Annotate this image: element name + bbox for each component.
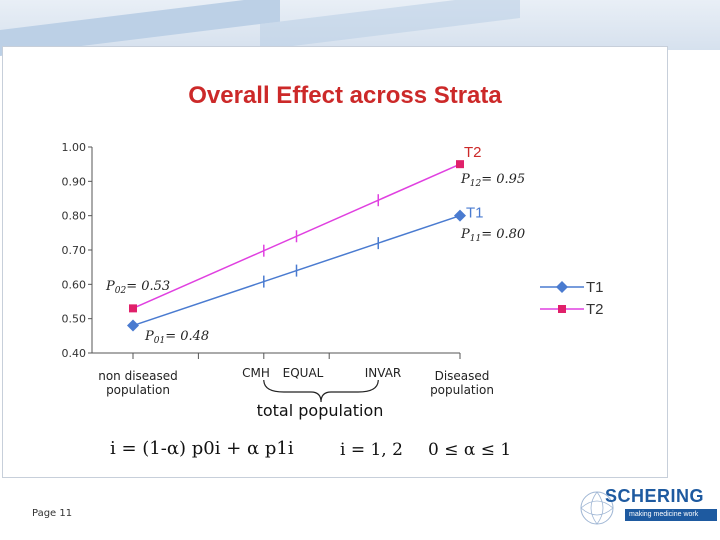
category-label-cmh: CMH <box>242 366 270 380</box>
series-end-label-t1: T1 <box>466 205 484 222</box>
data-point-t2 <box>129 304 137 313</box>
annotation-p01: P01= 0.48 <box>144 329 209 346</box>
schering-logo: SCHERING making medicine work <box>580 486 717 532</box>
chart-title: Overall Effect across Strata <box>188 82 502 109</box>
legend-swatch-t2 <box>540 305 584 313</box>
data-point-t2 <box>456 160 464 169</box>
legend: T1 T2 <box>540 276 604 320</box>
globe-mesh-icon <box>580 491 614 525</box>
legend-label-t1: T1 <box>586 278 604 296</box>
y-tick-label: 0.60 <box>62 278 87 291</box>
y-tick-label: 1.00 <box>62 141 87 154</box>
category-label-equal: EQUAL <box>282 366 324 380</box>
formula-index: i = 1, 2 <box>340 440 403 460</box>
category-brace <box>263 379 379 403</box>
category-label-diseased: Diseased population <box>430 369 494 397</box>
legend-swatch-t1 <box>540 281 584 293</box>
y-tick-label: 0.80 <box>62 210 87 223</box>
legend-item-t2: T2 <box>540 298 604 320</box>
legend-label-t2: T2 <box>586 300 604 318</box>
slide-frame <box>2 46 668 478</box>
y-tick-label: 0.40 <box>62 347 87 360</box>
annotation-p11: P11= 0.80 <box>460 227 525 244</box>
formula-range: 0 ≤ α ≤ 1 <box>428 440 512 460</box>
annotation-p02: P02= 0.53 <box>105 279 170 296</box>
y-tick-label: 0.50 <box>62 313 87 326</box>
logo-brand-text: SCHERING <box>605 486 705 506</box>
category-label-non-diseased: non diseased population <box>98 369 178 397</box>
data-point-t1 <box>127 319 139 332</box>
legend-item-t1: T1 <box>540 276 604 298</box>
header-band <box>0 0 720 59</box>
page-number: Page 11 <box>32 508 73 519</box>
logo-tagline: making medicine work <box>625 509 717 521</box>
formula-main: i = (1-α) p0i + α p1i <box>110 438 294 459</box>
data-point-t1 <box>454 209 466 222</box>
x-axis-label: total population <box>256 401 384 420</box>
annotation-p12: P12= 0.95 <box>460 172 525 189</box>
category-label-invar: INVAR <box>364 366 402 380</box>
y-tick-label: 0.70 <box>62 244 87 257</box>
series-end-label-t2: T2 <box>464 144 482 161</box>
y-tick-label: 0.90 <box>62 175 87 188</box>
